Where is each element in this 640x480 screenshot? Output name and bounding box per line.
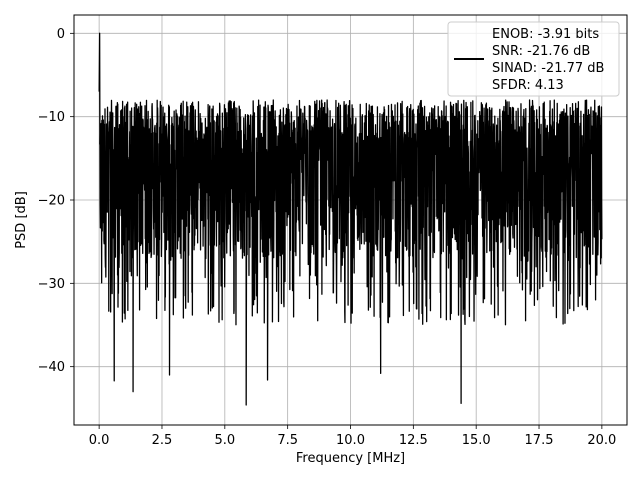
y-axis: 0 −10 −20 −30 −40 xyxy=(38,27,74,375)
psd-series-line xyxy=(98,32,603,406)
x-axis-label: Frequency [MHz] xyxy=(296,451,405,466)
x-tick-label: 15.0 xyxy=(462,433,491,448)
x-tick-label: 10.0 xyxy=(336,433,365,448)
x-tick-label: 12.5 xyxy=(399,433,428,448)
series-layer xyxy=(98,32,603,406)
y-tick-label: −10 xyxy=(38,110,65,125)
y-tick-label: 0 xyxy=(57,27,65,42)
y-tick-label: −20 xyxy=(38,194,65,209)
x-tick-label: 5.0 xyxy=(214,433,235,448)
legend-sinad: SINAD: -21.77 dB xyxy=(492,61,604,76)
y-axis-label: PSD [dB] xyxy=(14,191,29,249)
legend-sfdr: SFDR: 4.13 xyxy=(492,78,564,93)
x-tick-label: 0.0 xyxy=(89,433,110,448)
y-tick-label: −30 xyxy=(38,277,65,292)
legend-enob: ENOB: -3.91 bits xyxy=(492,27,599,42)
x-tick-label: 2.5 xyxy=(152,433,173,448)
x-tick-label: 17.5 xyxy=(525,433,554,448)
legend-snr: SNR: -21.76 dB xyxy=(492,44,590,59)
x-tick-label: 7.5 xyxy=(277,433,298,448)
x-tick-label: 20.0 xyxy=(587,433,616,448)
legend: ENOB: -3.91 bits SNR: -21.76 dB SINAD: -… xyxy=(447,21,620,97)
x-axis: 0.0 2.5 5.0 7.5 10.0 12.5 15.0 17.5 20.0 xyxy=(89,425,616,448)
y-tick-label: −40 xyxy=(38,360,65,375)
legend-box xyxy=(447,21,620,97)
